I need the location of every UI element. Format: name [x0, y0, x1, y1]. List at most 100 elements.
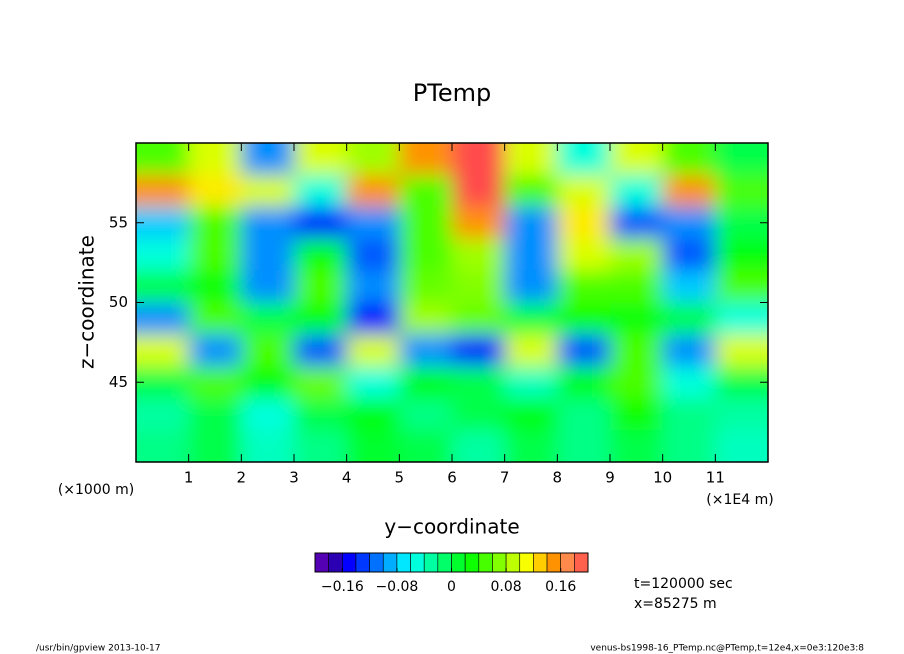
cell [662, 398, 717, 432]
cell [715, 143, 768, 176]
cell [610, 302, 664, 336]
cell [715, 430, 768, 462]
cell [294, 398, 348, 432]
cell [136, 398, 190, 432]
cell [136, 206, 190, 240]
cell [610, 430, 664, 462]
x-tick-label: 10 [653, 469, 672, 487]
cell [662, 366, 717, 400]
x-axis-label: y−coordinate [384, 515, 519, 539]
cell [294, 174, 348, 208]
cell [504, 398, 559, 432]
cell [399, 302, 453, 336]
cell [610, 334, 664, 368]
cell [188, 334, 243, 368]
y-tick-label: 50 [109, 293, 128, 311]
cell [188, 366, 243, 400]
cell [452, 143, 506, 176]
cell [399, 206, 453, 240]
cell [241, 430, 295, 462]
x-tick-label: 6 [447, 469, 457, 487]
cell [452, 174, 506, 208]
cell [715, 270, 768, 304]
x-tick-label: 2 [237, 469, 247, 487]
cell [557, 270, 611, 304]
cell [346, 270, 401, 304]
cell [610, 366, 664, 400]
cell [346, 302, 401, 336]
cell [346, 366, 401, 400]
cell [452, 206, 506, 240]
cell [294, 430, 348, 462]
cell [241, 174, 295, 208]
y-unit: (×1000 m) [58, 482, 134, 498]
cell [504, 206, 559, 240]
cell [294, 206, 348, 240]
cell [241, 238, 295, 272]
cell [715, 398, 768, 432]
cell [610, 174, 664, 208]
cell [346, 174, 401, 208]
cell [399, 270, 453, 304]
cell [715, 174, 768, 208]
cell [504, 270, 559, 304]
cell [557, 334, 611, 368]
colorbar-box [478, 552, 493, 573]
colorbar-box [451, 552, 466, 573]
colorbar-box [437, 552, 452, 573]
cell [557, 143, 611, 176]
cell [715, 206, 768, 240]
cell [715, 334, 768, 368]
cell [136, 270, 190, 304]
cell [136, 334, 190, 368]
cell [557, 430, 611, 462]
cell [241, 398, 295, 432]
x-unit: (×1E4 m) [706, 492, 773, 508]
cell [504, 334, 559, 368]
colorbar-box [396, 552, 411, 573]
colorbar-box [464, 552, 480, 573]
cell [557, 302, 611, 336]
colorbar-box [423, 552, 439, 573]
cell [399, 238, 453, 272]
cell [452, 238, 506, 272]
cell [399, 398, 453, 432]
y-axis-label: z−coordinate [75, 235, 99, 369]
cell [452, 366, 506, 400]
x-tick-label: 4 [342, 469, 352, 487]
cell [346, 143, 401, 176]
colorbar-box [574, 552, 589, 573]
x-tick-label: 11 [706, 469, 725, 487]
cell [188, 174, 243, 208]
colorbar-tick-label: 0.08 [491, 579, 522, 595]
cell [452, 302, 506, 336]
cell [188, 430, 243, 462]
colorbar-box [560, 552, 575, 573]
cell [136, 174, 190, 208]
cell [504, 430, 559, 462]
colorbar-box [546, 552, 561, 573]
cell [504, 143, 559, 176]
colorbar-box [314, 552, 329, 573]
cell [294, 270, 348, 304]
cell [136, 238, 190, 272]
cell [294, 334, 348, 368]
annotation: x=85275 m [634, 596, 717, 612]
field [136, 143, 768, 462]
cell [241, 334, 295, 368]
cell [294, 302, 348, 336]
cell [294, 143, 348, 176]
cell [662, 143, 717, 176]
cell [188, 302, 243, 336]
cell [241, 143, 295, 176]
cell [452, 398, 506, 432]
cell [557, 238, 611, 272]
cell [557, 174, 611, 208]
cell [504, 302, 559, 336]
cell [452, 430, 506, 462]
colorbar-tick-label: 0 [447, 579, 456, 595]
colorbar-tick-label: −0.08 [375, 579, 418, 595]
cell [346, 430, 401, 462]
cell [399, 174, 453, 208]
cell [294, 238, 348, 272]
